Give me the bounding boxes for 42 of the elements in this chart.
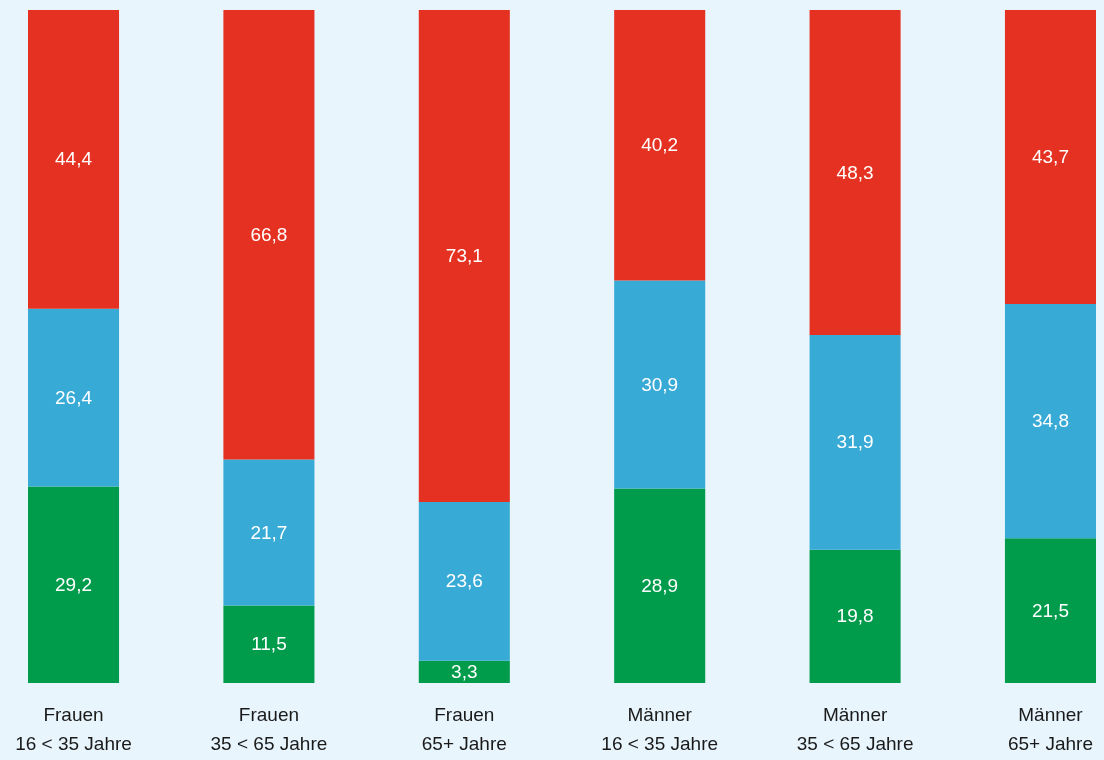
x-tick-label: Männer 35 < 65 Jahre bbox=[796, 703, 914, 754]
bar bbox=[28, 486, 120, 683]
data-label: 31,9 bbox=[836, 431, 874, 453]
bar bbox=[28, 308, 120, 487]
data-label: 28,9 bbox=[641, 574, 679, 596]
data-label: 44,4 bbox=[55, 148, 93, 170]
bar bbox=[1004, 10, 1096, 305]
bar bbox=[28, 10, 120, 309]
bar bbox=[418, 660, 510, 683]
bar bbox=[223, 10, 315, 460]
bar bbox=[223, 605, 315, 683]
bar bbox=[809, 10, 901, 336]
x-tick-label: Männer 16 < 35 Jahre bbox=[601, 703, 719, 754]
data-label: 21,7 bbox=[250, 521, 288, 543]
bar bbox=[614, 280, 706, 489]
data-label: 43,7 bbox=[1031, 146, 1069, 168]
data-label: 21,5 bbox=[1031, 599, 1069, 621]
bar bbox=[809, 549, 901, 683]
data-label: 73,1 bbox=[445, 244, 483, 266]
bar bbox=[223, 459, 315, 606]
data-label: 19,8 bbox=[836, 605, 874, 627]
x-tick-label: Frauen 16 < 35 Jahre bbox=[15, 703, 132, 754]
bar bbox=[809, 335, 901, 550]
data-label: 3,3 bbox=[451, 660, 478, 682]
data-label: 23,6 bbox=[445, 570, 483, 592]
bar bbox=[1004, 304, 1096, 539]
data-label: 30,9 bbox=[641, 373, 679, 395]
data-label: 66,8 bbox=[250, 223, 288, 245]
bar bbox=[614, 488, 706, 683]
data-label: 26,4 bbox=[55, 386, 93, 408]
x-tick-label: Frauen 35 < 65 Jahre bbox=[210, 703, 328, 754]
data-label: 11,5 bbox=[251, 633, 287, 655]
x-tick-label: Männer 65+ Jahre bbox=[1007, 703, 1093, 754]
bar bbox=[614, 10, 706, 281]
x-tick-label: Frauen 65+ Jahre bbox=[421, 703, 507, 754]
bar bbox=[418, 501, 510, 661]
data-label: 34,8 bbox=[1031, 410, 1069, 432]
bar bbox=[1004, 538, 1096, 683]
data-label: 48,3 bbox=[836, 161, 874, 183]
bar bbox=[418, 10, 510, 502]
data-label: 40,2 bbox=[641, 134, 679, 156]
data-label: 29,2 bbox=[55, 573, 93, 595]
